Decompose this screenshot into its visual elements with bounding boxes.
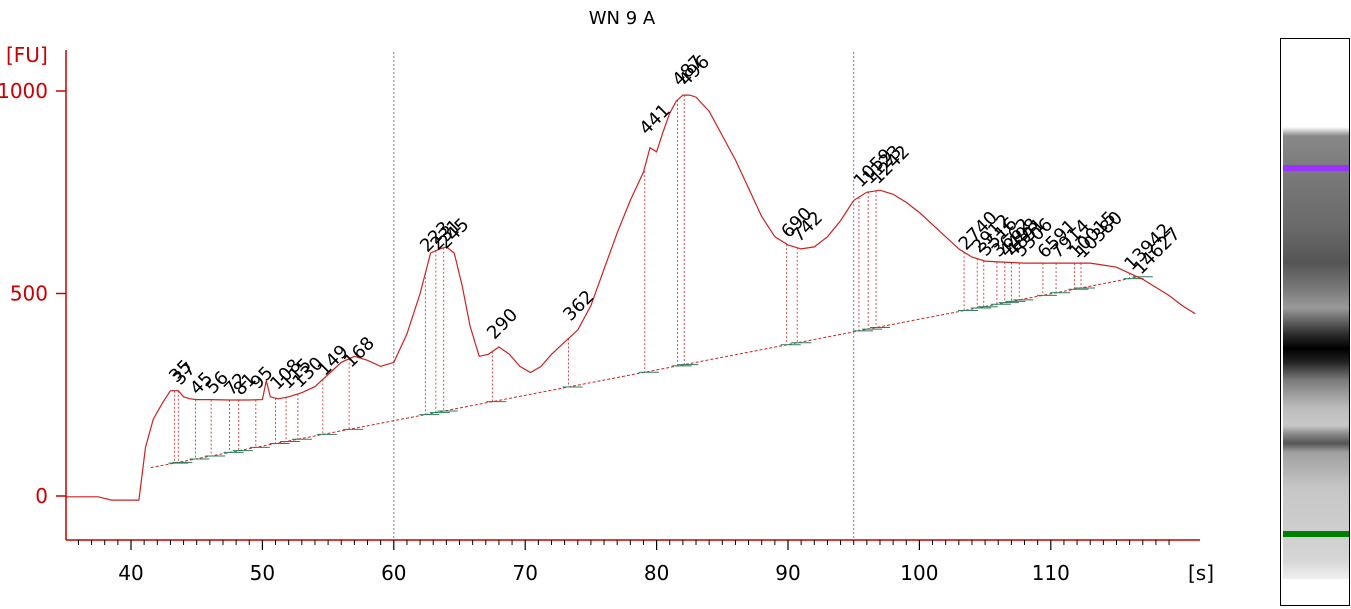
x-tick-label-1: 50 <box>250 561 275 585</box>
y-tick-label-1: 500 <box>10 282 48 306</box>
peak-label-17: 441 <box>635 100 674 139</box>
x-tick-label-5: 90 <box>775 561 800 585</box>
x-tick-label-7: 110 <box>1032 561 1070 585</box>
x-axis-label: [s] <box>1188 561 1214 585</box>
gel-lane <box>1283 127 1349 579</box>
y-tick-label-0: 0 <box>35 484 48 508</box>
lower-marker-band <box>1283 531 1349 537</box>
baseline-segments <box>150 276 1153 469</box>
x-tick-label-4: 80 <box>644 561 669 585</box>
peak-label-11: 168 <box>340 333 379 372</box>
y-axis-ticks: 0 500 1000 <box>0 79 66 508</box>
peak-drop-lines <box>173 95 1140 464</box>
fluorescence-trace <box>65 94 1196 501</box>
gel-image-panel <box>1280 38 1350 606</box>
electropherogram-chart: WN 9 A [FU] [s] 0 500 1000 40 50 60 70 80 90 100… <box>0 8 1214 585</box>
y-axis-label: [FU] <box>6 43 48 67</box>
peak-label-16: 362 <box>559 286 598 325</box>
x-tick-label-3: 70 <box>512 561 537 585</box>
region-markers <box>393 52 855 540</box>
x-tick-label-6: 100 <box>900 561 938 585</box>
y-tick-label-2: 1000 <box>0 79 48 103</box>
peak-label-15: 290 <box>483 305 522 344</box>
x-tick-label-0: 40 <box>118 561 143 585</box>
x-axis-ticks: 40 50 60 70 80 90 100 110 <box>77 540 1170 585</box>
x-tick-label-2: 60 <box>381 561 406 585</box>
chart-title: WN 9 A <box>589 8 656 29</box>
upper-marker-band <box>1283 165 1349 171</box>
